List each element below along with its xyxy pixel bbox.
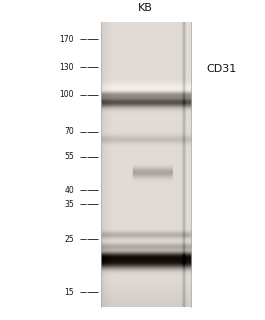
Text: 55: 55	[64, 152, 74, 161]
Text: 170: 170	[60, 35, 74, 44]
Text: 100: 100	[60, 90, 74, 99]
Text: 15: 15	[65, 288, 74, 297]
Text: 70: 70	[64, 127, 74, 136]
Text: KB: KB	[138, 3, 153, 13]
Text: 130: 130	[60, 63, 74, 72]
Text: 40: 40	[64, 186, 74, 195]
Text: 35: 35	[64, 199, 74, 209]
Text: CD31: CD31	[207, 64, 237, 74]
Text: 25: 25	[65, 235, 74, 244]
